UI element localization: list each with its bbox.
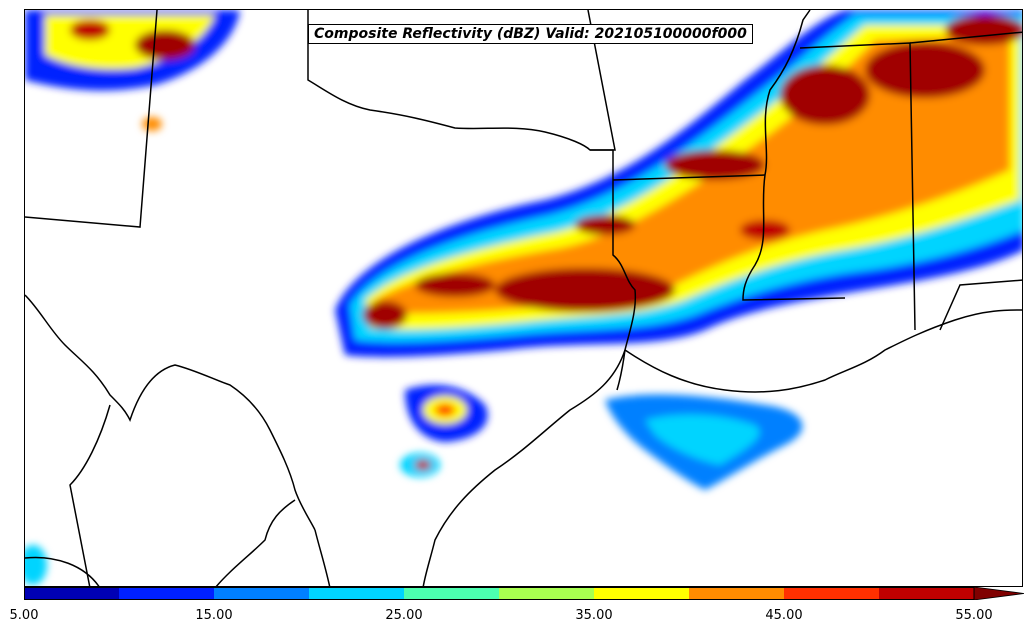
colorbar-tick-label: 5.00	[9, 608, 39, 623]
red-river	[307, 10, 616, 151]
colorbar-segments	[24, 587, 975, 600]
colorbar-segment	[879, 587, 975, 600]
colorbar-tick-label: 35.00	[575, 608, 613, 623]
tx-coast	[422, 349, 626, 586]
la-coast	[624, 309, 1022, 393]
map-title: Composite Reflectivity (dBZ) Valid: 2021…	[308, 24, 753, 44]
colorbar-segment	[119, 587, 215, 600]
colorbar-extend-arrow	[973, 587, 1024, 600]
reflectivity-field	[25, 10, 1022, 585]
colorbar-segment	[24, 587, 120, 600]
core	[780, 65, 870, 125]
core	[575, 215, 635, 235]
state-boundaries	[25, 10, 1022, 586]
core	[363, 301, 407, 329]
fl-panhandle	[939, 279, 1022, 331]
gulf-echo-inner	[645, 414, 760, 465]
colorbar-segment	[594, 587, 690, 600]
mexico-state-1	[69, 404, 111, 586]
mississippi	[742, 174, 846, 301]
colorbar-tick-label: 45.00	[765, 608, 803, 623]
core	[135, 30, 195, 60]
colorbar-tick-label: 25.00	[385, 608, 423, 623]
mexico-state-3	[314, 529, 331, 586]
core	[415, 273, 495, 297]
ar-north	[612, 174, 766, 181]
map-canvas	[25, 10, 1022, 586]
colorbar-outline	[24, 587, 975, 600]
sw-coast	[25, 556, 100, 586]
colorbar-segment	[689, 587, 785, 600]
colorbar-segment	[404, 587, 500, 600]
core	[70, 20, 110, 40]
sw-echo	[25, 545, 47, 585]
south-cell	[435, 404, 455, 416]
al-ga-border	[909, 31, 1022, 44]
colorbar-segment	[214, 587, 310, 600]
colorbar-segment	[309, 587, 405, 600]
core	[865, 42, 985, 98]
colorbar-tick-label: 55.00	[955, 608, 993, 623]
colorbar-tick-label: 15.00	[195, 608, 233, 623]
radar-map: Composite Reflectivity (dBZ) Valid: 2021…	[24, 9, 1023, 587]
core	[495, 268, 675, 312]
isolated-cell	[415, 460, 431, 470]
nm-tx-border	[25, 10, 158, 228]
core	[945, 15, 1022, 45]
colorbar-segment	[499, 587, 595, 600]
mexico-state-2	[215, 499, 296, 586]
colorbar-segment	[784, 587, 880, 600]
ar-la-border	[590, 149, 637, 391]
core	[665, 150, 765, 180]
isolated-cell	[142, 117, 162, 131]
ms-river-north	[764, 10, 811, 176]
core	[740, 220, 790, 240]
colorbar	[24, 587, 1024, 600]
rio-grande	[25, 294, 316, 531]
